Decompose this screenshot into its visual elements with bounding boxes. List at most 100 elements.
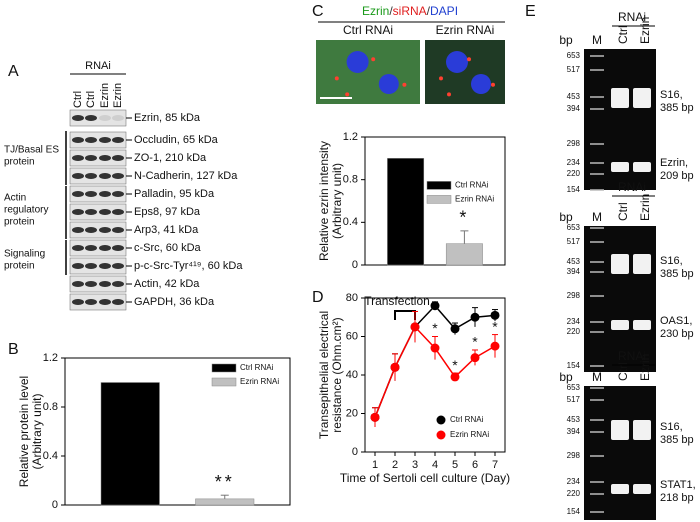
- band-label: 230 bp: [660, 328, 694, 340]
- blot-band: [85, 227, 97, 233]
- marker-size: 453: [567, 92, 581, 101]
- signal-dot: [467, 57, 471, 62]
- title-part: /: [427, 4, 431, 18]
- point: [490, 341, 500, 351]
- y-tick-label: 0.4: [43, 450, 58, 462]
- blot-band: [99, 299, 111, 305]
- marker-size: 517: [567, 395, 581, 404]
- y-tick-label: 1.2: [43, 352, 58, 364]
- marker-size: 298: [567, 139, 581, 148]
- x-tick-label: 5: [452, 459, 458, 471]
- protein-label: p-c-Src-Tyr⁴¹⁹, 60 kDa: [134, 260, 243, 272]
- blot-band: [85, 137, 97, 143]
- nucleus: [346, 51, 369, 73]
- gel-rnai-label: RNAi: [618, 349, 646, 363]
- legend-label: Ctrl RNAi: [240, 363, 274, 372]
- legend-label: Ezrin RNAi: [450, 430, 489, 439]
- y-tick-label: 0.8: [343, 174, 358, 186]
- blot-band: [99, 281, 111, 287]
- x-axis-label: Time of Sertoli cell culture (Day): [340, 471, 510, 485]
- blot-band: [112, 155, 124, 161]
- panel-label: E: [525, 3, 536, 20]
- marker-size: 453: [567, 257, 581, 266]
- lane-label: Ctrl: [616, 202, 630, 221]
- signal-dot: [402, 82, 407, 87]
- gel-rnai-label: RNAi: [618, 10, 646, 24]
- blot-band: [99, 227, 111, 233]
- blot-band: [112, 137, 124, 143]
- gel-band: [633, 88, 651, 108]
- blot-band: [112, 245, 124, 251]
- blot-band: [99, 209, 111, 215]
- marker-size: 154: [567, 361, 581, 370]
- y-axis-label: Relative protein level: [17, 376, 31, 487]
- legend-swatch: [211, 363, 237, 373]
- protein-label: Arp3, 41 kDa: [134, 224, 199, 236]
- blot-band: [72, 299, 84, 305]
- lane-label: Ctrl: [616, 362, 630, 381]
- group-label: Actin: [4, 193, 26, 204]
- panel-label: A: [8, 63, 19, 80]
- panel-label: B: [8, 341, 19, 358]
- protein-label: N-Cadherin, 127 kDa: [134, 170, 238, 182]
- blot-band: [85, 245, 97, 251]
- y-tick-label: 0.4: [343, 216, 358, 228]
- marker-size: 394: [567, 267, 581, 276]
- bp-label: bp: [559, 210, 573, 224]
- transfection-bracket: [394, 310, 416, 320]
- marker-size: 220: [567, 489, 581, 498]
- signal-dot: [334, 76, 339, 81]
- point: [490, 310, 500, 320]
- lane-label: M: [592, 33, 602, 47]
- band-label: 385 bp: [660, 434, 694, 446]
- protein-label: Ezrin, 85 kDa: [134, 112, 201, 124]
- lane-label: Ctrl: [85, 91, 97, 108]
- marker-size: 234: [567, 158, 581, 167]
- protein-label: Actin, 42 kDa: [134, 278, 200, 290]
- micrograph-label: Ctrl RNAi: [343, 23, 393, 37]
- gel-band: [611, 88, 629, 108]
- x-tick-label: 6: [472, 459, 478, 471]
- panel-label: D: [312, 289, 324, 306]
- marker-size: 453: [567, 415, 581, 424]
- blot-band: [72, 245, 84, 251]
- bar: [195, 498, 255, 506]
- significance: *: [432, 320, 438, 336]
- legend-marker: [436, 430, 446, 440]
- lane-label: Ezrin: [638, 17, 652, 44]
- marker-size: 394: [567, 427, 581, 436]
- point: [430, 343, 440, 353]
- protein-label: Palladin, 95 kDa: [134, 188, 215, 200]
- legend-swatch: [426, 195, 452, 204]
- blot-band: [99, 115, 111, 121]
- blot-band: [99, 137, 111, 143]
- group-label: Signaling: [4, 249, 45, 260]
- blot-band: [72, 281, 84, 287]
- title-part: /: [389, 4, 393, 18]
- significance: **: [215, 472, 235, 492]
- marker-size: 220: [567, 169, 581, 178]
- significance: *: [452, 357, 458, 373]
- title-part: siRNA: [393, 4, 427, 18]
- significance: *: [459, 208, 469, 228]
- y-tick-label: 0.8: [43, 401, 58, 413]
- lane-label: Ezrin: [638, 354, 652, 381]
- marker-size: 298: [567, 291, 581, 300]
- protein-label: ZO-1, 210 kDa: [134, 152, 207, 164]
- band-label: 385 bp: [660, 102, 694, 114]
- gel-band: [633, 254, 651, 274]
- legend-swatch: [426, 181, 452, 190]
- significance: *: [472, 334, 478, 350]
- blot-band: [72, 191, 84, 197]
- blot-band: [85, 209, 97, 215]
- rnai-label: RNAi: [85, 60, 111, 72]
- lane-label: Ctrl: [616, 25, 630, 44]
- marker-size: 234: [567, 317, 581, 326]
- blot-band: [112, 115, 124, 121]
- group-label: protein: [4, 157, 35, 168]
- micrograph-label: Ezrin RNAi: [436, 23, 495, 37]
- x-tick-label: 3: [412, 459, 418, 471]
- gel-band: [611, 420, 629, 440]
- group-label: protein: [4, 217, 35, 228]
- marker-size: 517: [567, 237, 581, 246]
